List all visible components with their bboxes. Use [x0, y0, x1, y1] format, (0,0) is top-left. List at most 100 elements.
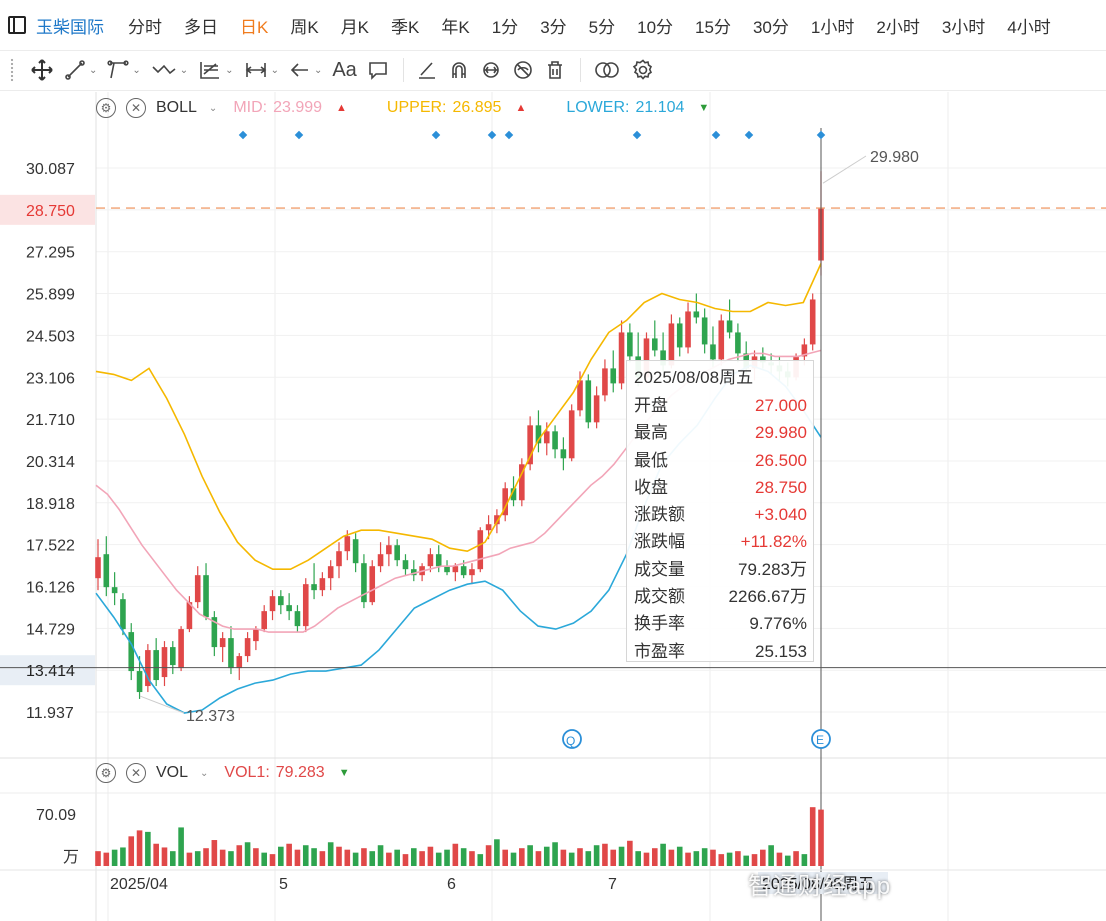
tooltip-row: 涨跌额 +3.040: [634, 501, 807, 528]
vol1-value: 79.283: [275, 764, 325, 781]
sidebar-toggle-icon[interactable]: [8, 16, 26, 34]
volume-bar: [219, 849, 226, 866]
tooltip-row-value: +3.040: [754, 505, 807, 525]
volume-bar: [743, 855, 750, 866]
tab-30min[interactable]: 30分: [752, 17, 789, 37]
hide-icon[interactable]: [512, 59, 534, 81]
price-axis-label: 17.522: [26, 538, 75, 555]
boll-indicator-name[interactable]: BOLL: [156, 99, 197, 116]
chevron-down-icon[interactable]: ⌄: [208, 102, 218, 114]
tab-weekly-k[interactable]: 周K: [290, 17, 319, 37]
text-tool-icon[interactable]: Aa: [332, 58, 357, 81]
volume-bar: [676, 846, 683, 866]
move-icon[interactable]: [30, 58, 54, 82]
candle-body: [585, 380, 592, 423]
trash-icon[interactable]: [544, 59, 566, 81]
tab-1hour[interactable]: 1小时: [810, 17, 855, 37]
volume-bar: [552, 842, 558, 866]
boll-close-icon[interactable]: ✕: [126, 98, 146, 118]
toolbar-grip[interactable]: [10, 58, 14, 82]
candle-body: [153, 650, 159, 681]
magnet-icon[interactable]: [448, 59, 470, 81]
tab-yearly-k[interactable]: 年K: [441, 17, 470, 37]
vol-close-icon[interactable]: ✕: [126, 763, 146, 783]
volume-bar: [635, 851, 641, 866]
tab-3hour[interactable]: 3小时: [941, 17, 986, 37]
volume-bar: [593, 845, 600, 866]
tooltip-row-value: 9.776%: [749, 614, 807, 634]
volume-bar: [211, 840, 218, 866]
volume-bar: [402, 854, 409, 866]
event-marker-icon: [811, 729, 831, 749]
tab-3min[interactable]: 3分: [540, 17, 567, 37]
settings-icon[interactable]: [631, 58, 655, 82]
boll-upper-value: 26.895: [452, 99, 502, 116]
volume-bar: [685, 852, 691, 866]
tab-intraday[interactable]: 分时: [128, 17, 162, 37]
line-tool-icon[interactable]: ⌄: [64, 59, 97, 81]
boll-settings-icon[interactable]: ⚙: [96, 98, 116, 118]
tab-daily-k[interactable]: 日K: [240, 17, 269, 37]
tab-multi-day[interactable]: 多日: [184, 17, 218, 37]
stock-name-tab[interactable]: 玉柴国际: [36, 17, 104, 37]
volume-bar: [726, 852, 733, 866]
candle-body: [593, 395, 600, 423]
candle-body: [377, 554, 384, 567]
volume-bar: [760, 849, 766, 866]
candle-body: [111, 587, 118, 594]
price-axis-label: 24.503: [26, 328, 75, 345]
up-arrow-icon: ▲: [515, 102, 527, 114]
polyline-tool-icon[interactable]: ⌄: [107, 59, 141, 81]
price-axis-label: 25.899: [26, 287, 75, 304]
tooltip-row-value: 28.750: [755, 477, 807, 497]
candle-body: [618, 332, 625, 384]
tab-10min[interactable]: 10分: [637, 17, 674, 37]
chevron-down-icon[interactable]: ⌄: [200, 767, 209, 779]
volume-bar: [236, 845, 243, 866]
tab-5min[interactable]: 5分: [588, 17, 616, 37]
tooltip-row: 市盈率 25.153: [634, 638, 807, 665]
tab-1min[interactable]: 1分: [491, 17, 519, 37]
tab-2hour[interactable]: 2小时: [876, 17, 920, 37]
price-axis-label: 21.710: [26, 412, 75, 429]
x-axis-label: 5: [279, 876, 288, 893]
candle-body: [543, 431, 550, 444]
tab-4hour[interactable]: 4小时: [1007, 17, 1051, 37]
wave-tool-icon[interactable]: ⌄: [151, 59, 188, 81]
price-axis-label: 13.414: [26, 663, 75, 680]
volume-bar: [793, 851, 799, 866]
vol-settings-icon[interactable]: ⚙: [96, 763, 116, 783]
measure-tool-icon[interactable]: ⌄: [244, 59, 279, 81]
volume-bar: [302, 845, 309, 866]
volume-bar: [627, 840, 633, 866]
fib-tool-icon[interactable]: ⌄: [198, 59, 234, 81]
vol-indicator-name[interactable]: VOL: [156, 764, 189, 781]
volume-bar: [377, 845, 384, 866]
tab-15min[interactable]: 15分: [695, 17, 731, 37]
volume-bar: [610, 849, 617, 866]
ruler-tool-icon[interactable]: [416, 59, 438, 81]
tab-quarterly-k[interactable]: 季K: [391, 17, 420, 37]
compare-icon[interactable]: [593, 59, 621, 81]
lock-icon[interactable]: [480, 59, 502, 81]
volume-bar: [527, 845, 533, 866]
arrow-tool-icon[interactable]: ⌄: [289, 59, 322, 81]
candle-body: [394, 545, 400, 561]
tab-monthly-k[interactable]: 月K: [340, 17, 370, 37]
comment-tool-icon[interactable]: [367, 59, 389, 81]
candle-body: [361, 563, 367, 603]
news-marker-glyph: Q: [566, 734, 575, 748]
tooltip-row: 最高 29.980: [634, 419, 807, 446]
high-annotation: 29.980: [870, 149, 919, 166]
low-annotation: 12.373: [186, 708, 235, 725]
candle-body: [136, 671, 143, 693]
x-crosshair-label: 2025/08/08周五: [762, 876, 874, 893]
volume-bar: [344, 849, 351, 866]
volume-bar: [519, 848, 525, 866]
event-marker-glyph: E: [816, 733, 824, 747]
volume-bar: [327, 842, 334, 866]
candle-body: [369, 566, 376, 603]
candle-body: [685, 311, 691, 348]
toolbar-divider: [579, 58, 581, 82]
